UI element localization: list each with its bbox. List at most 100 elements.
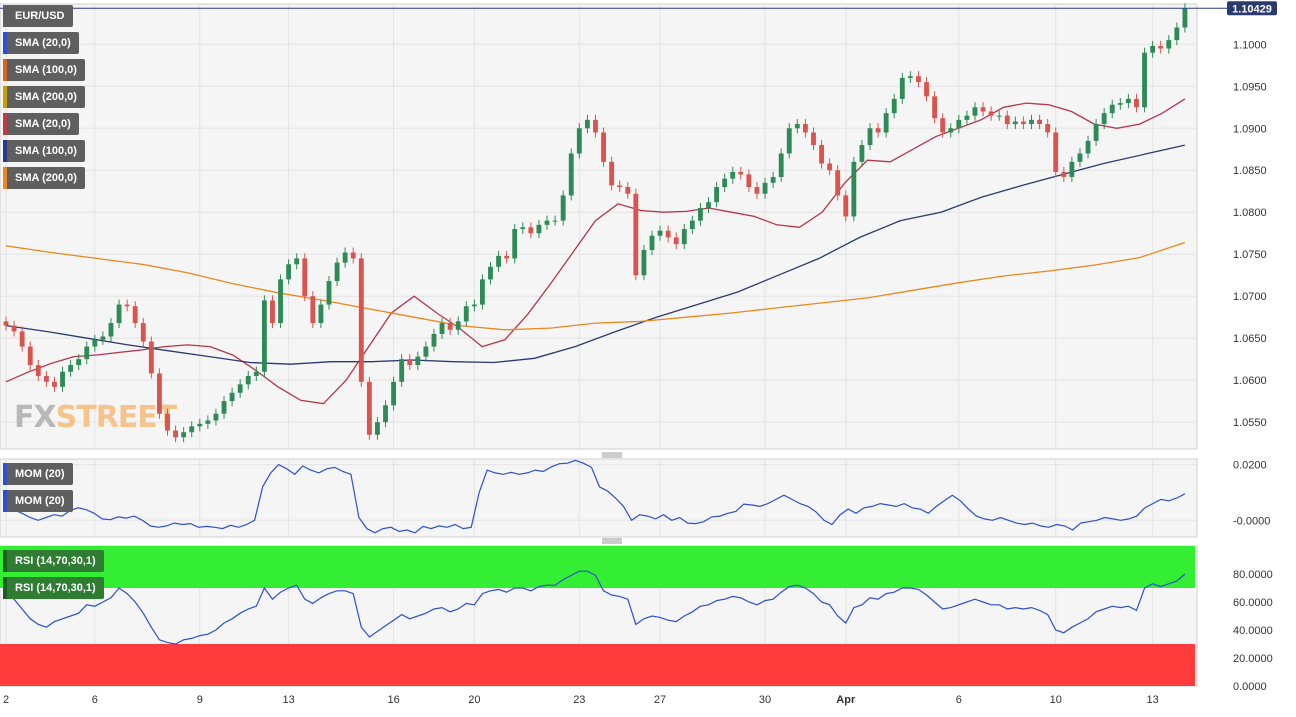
candle-body — [738, 171, 744, 175]
candle-body — [956, 119, 962, 129]
candle-body — [778, 153, 784, 177]
legend-label: EUR/USD — [15, 10, 65, 22]
candle-body — [802, 124, 808, 133]
candle-body — [1166, 40, 1172, 49]
y-tick-label: 1.0550 — [1233, 417, 1267, 429]
rsi-line — [5, 570, 1186, 645]
price-legend-tag-4[interactable]: SMA (20,0) — [3, 113, 79, 135]
price-legend-tag-2[interactable]: SMA (100,0) — [3, 59, 85, 81]
candle-body — [318, 304, 324, 324]
candle-body — [851, 161, 857, 217]
legend-color-swatch — [3, 167, 7, 189]
x-tick-label: Apr — [836, 694, 856, 706]
candle-body — [859, 145, 865, 162]
x-tick-label: 10 — [1050, 694, 1062, 706]
candle-body — [35, 365, 41, 376]
mom-legend-tag-1[interactable]: MOM (20) — [3, 490, 73, 512]
price-legend-tag-3[interactable]: SMA (200,0) — [3, 86, 85, 108]
y-tick-label: -0.0000 — [1233, 515, 1270, 527]
sma-line-100 — [5, 144, 1186, 365]
candle-body — [811, 132, 816, 146]
candle-body — [875, 128, 881, 133]
candle-body — [213, 413, 219, 421]
rsi-legend-tag-0[interactable]: RSI (14,70,30,1) — [3, 550, 104, 572]
candle-body — [907, 76, 913, 78]
candle-body — [706, 202, 711, 209]
candle-body — [552, 220, 558, 222]
candle-body — [1093, 124, 1099, 141]
candle-body — [835, 170, 841, 196]
candle-body — [431, 333, 437, 347]
candle-body — [479, 279, 485, 305]
price-legend-tag-6[interactable]: SMA (200,0) — [3, 167, 85, 189]
candle-body — [1101, 113, 1107, 125]
y-tick-label: 80.0000 — [1233, 569, 1273, 581]
candle-body — [310, 296, 316, 324]
candle-body — [197, 423, 203, 427]
candle-body — [714, 187, 720, 203]
candle-body — [181, 432, 187, 438]
candle-body — [891, 98, 897, 114]
candle-body — [253, 371, 259, 376]
rsi-legend-tag-1[interactable]: RSI (14,70,30,1) — [3, 577, 104, 599]
candle-body — [940, 118, 946, 133]
candle-body — [964, 115, 970, 120]
x-tick-label: 23 — [573, 694, 585, 706]
candle-body — [205, 420, 211, 424]
candle-body — [350, 252, 356, 259]
candle-body — [924, 82, 929, 97]
mom-legend-tag-0[interactable]: MOM (20) — [3, 463, 73, 485]
candle-body — [996, 115, 1002, 117]
candle-body — [972, 107, 978, 116]
candle-body — [391, 381, 397, 406]
legend-label: SMA (20,0) — [15, 37, 71, 49]
legend-label: RSI (14,70,30,1) — [15, 582, 96, 594]
candle-body — [512, 229, 518, 259]
candle-body — [617, 185, 623, 188]
legend-color-swatch — [3, 140, 7, 162]
candle-body — [471, 304, 477, 307]
price-legend-tag-1[interactable]: SMA (20,0) — [3, 32, 79, 54]
candle-body — [544, 220, 550, 225]
candle-body — [455, 321, 461, 330]
candle-body — [827, 163, 833, 171]
candle-body — [746, 174, 752, 188]
legend-color-swatch — [3, 490, 7, 512]
candle-body — [415, 356, 421, 366]
legend-label: SMA (200,0) — [15, 172, 77, 184]
candle-body — [593, 119, 598, 133]
candle-body — [108, 323, 114, 337]
candle-body — [1158, 45, 1164, 49]
candle-body — [221, 401, 227, 414]
pane-1-background — [0, 3, 1198, 450]
candle-body — [819, 145, 824, 164]
y-tick-label: 1.0650 — [1233, 333, 1267, 345]
candle-body — [843, 195, 849, 217]
candle-body — [794, 124, 800, 129]
candle-body — [19, 331, 25, 347]
candle-body — [520, 227, 526, 230]
candle-body — [84, 346, 90, 360]
candle-body — [447, 323, 453, 330]
candle-body — [536, 224, 542, 234]
last-price-badge — [1227, 1, 1277, 16]
legend-color-swatch — [3, 86, 7, 108]
y-tick-label: 1.0600 — [1233, 375, 1267, 387]
price-legend-tag-5[interactable]: SMA (100,0) — [3, 140, 85, 162]
candle-body — [883, 113, 889, 133]
candle-body — [1012, 121, 1018, 125]
candle-body — [302, 258, 308, 297]
candle-body — [504, 255, 510, 259]
candle-body — [52, 381, 57, 387]
candle-body — [60, 371, 65, 387]
candle-body — [286, 264, 292, 280]
candle-body — [278, 279, 283, 324]
candle-body — [786, 128, 792, 154]
candle-body — [576, 128, 582, 154]
candle-body — [730, 171, 736, 179]
x-tick-label: 13 — [282, 694, 294, 706]
candle-body — [148, 341, 154, 374]
price-legend-tag-0[interactable]: EUR/USD — [3, 5, 73, 27]
candle-body — [407, 359, 413, 366]
